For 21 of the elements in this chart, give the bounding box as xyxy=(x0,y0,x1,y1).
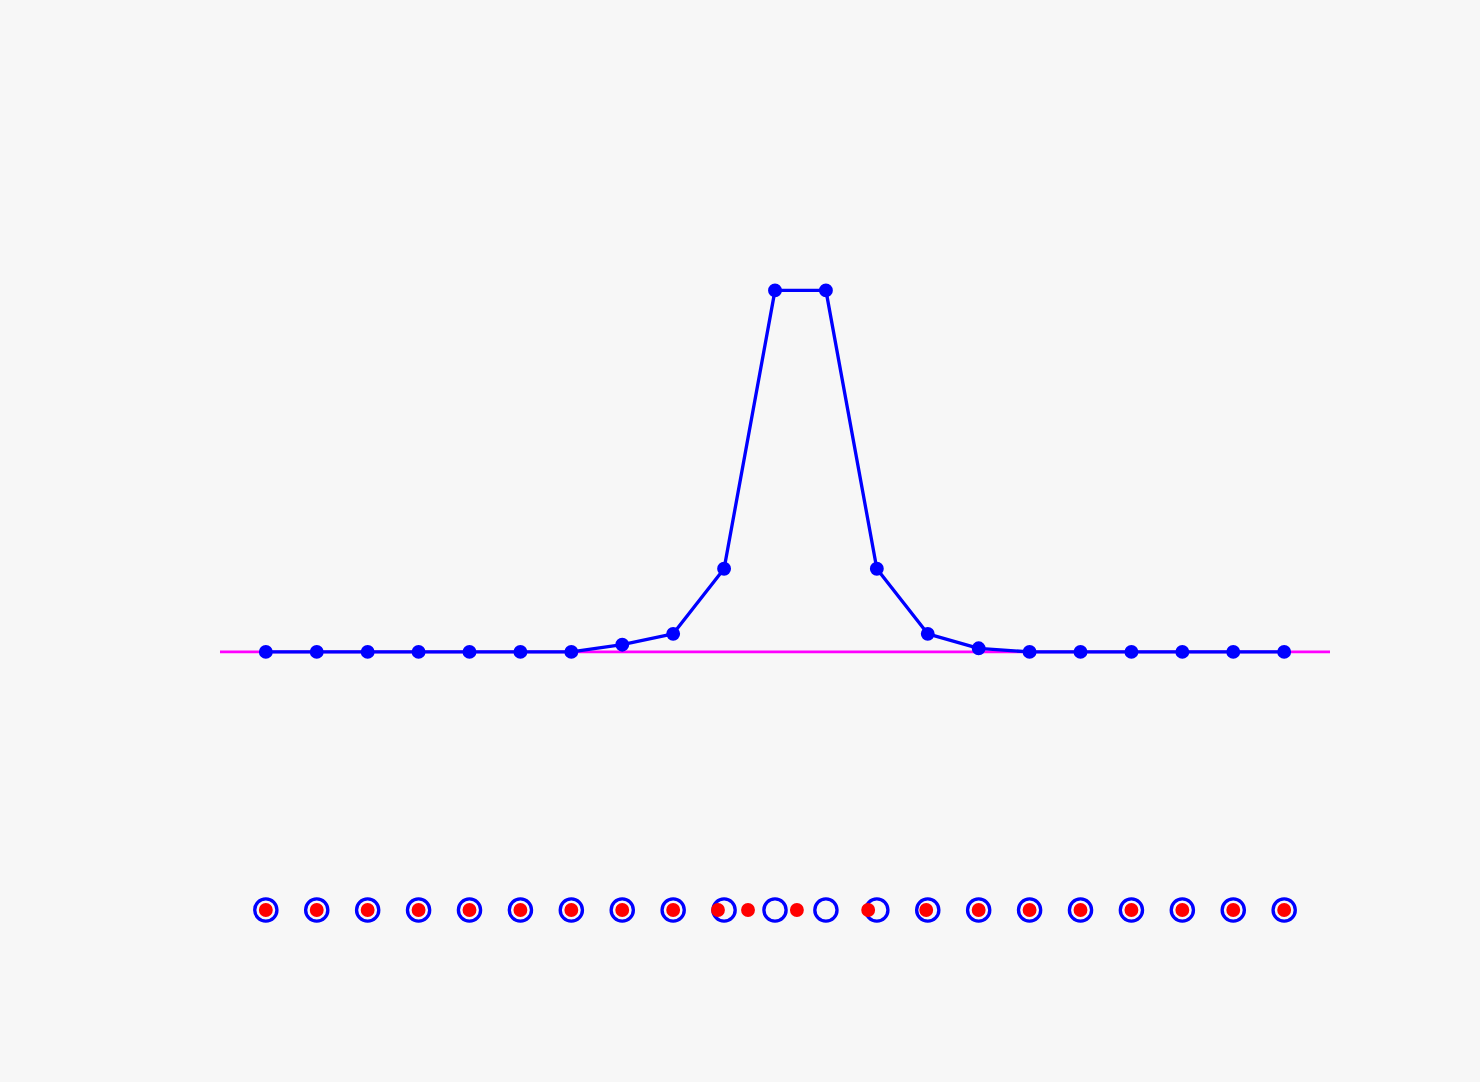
point xyxy=(818,283,833,298)
point xyxy=(971,641,986,656)
point xyxy=(1073,644,1088,659)
point xyxy=(869,561,884,576)
point xyxy=(1175,644,1190,659)
point xyxy=(360,644,375,659)
point xyxy=(666,626,681,641)
point xyxy=(309,644,324,659)
point xyxy=(717,561,732,576)
point xyxy=(462,644,477,659)
point xyxy=(513,644,528,659)
point xyxy=(1124,644,1139,659)
point xyxy=(920,626,935,641)
point xyxy=(258,644,273,659)
point xyxy=(411,644,426,659)
point xyxy=(615,637,630,652)
point xyxy=(1022,644,1037,659)
point xyxy=(1277,644,1292,659)
point xyxy=(768,283,782,298)
point xyxy=(564,644,579,659)
point xyxy=(1226,644,1241,659)
